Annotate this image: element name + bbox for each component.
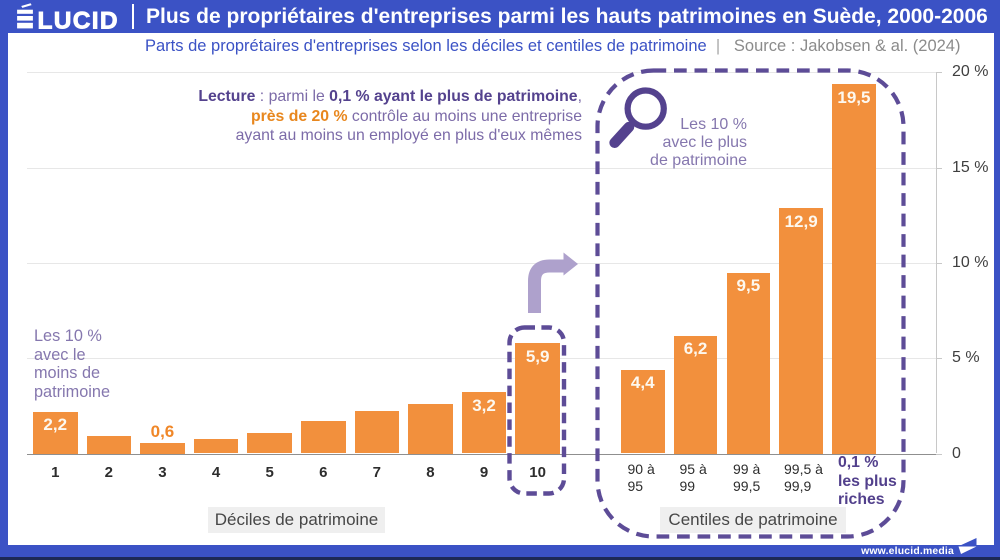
svg-text:LUCID: LUCID — [38, 7, 119, 31]
